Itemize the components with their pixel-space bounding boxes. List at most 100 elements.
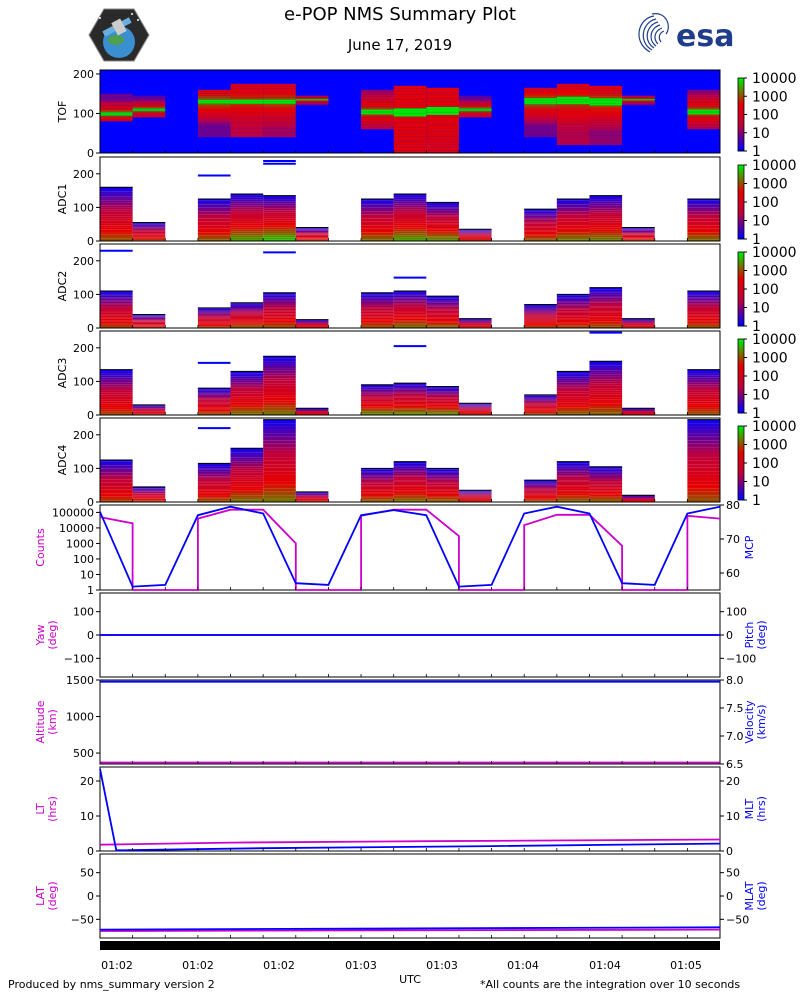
spectrogram-block <box>230 370 264 415</box>
spectrogram-block <box>426 295 459 328</box>
y-tick-label: 50 <box>80 867 94 880</box>
y2-tick-label: 10 <box>726 810 740 823</box>
y-tick-label: 200 <box>73 168 94 181</box>
colorbar-tick-label: 10 <box>752 301 770 317</box>
colorbar-tick-label: 10000 <box>752 245 797 261</box>
spectrogram-block <box>458 489 492 503</box>
spectrogram-block <box>295 407 329 416</box>
colorbar-tick-label: 10000 <box>752 158 797 174</box>
panel-frame <box>99 243 721 329</box>
panel-frame <box>99 156 721 242</box>
y2-tick-label: 60 <box>726 567 740 580</box>
x-tick-label: 01:02 <box>263 959 295 972</box>
spectrogram-block <box>100 459 133 502</box>
spectrogram-block <box>361 467 394 502</box>
colorbar-tick-label: 10 <box>752 388 770 404</box>
colorbar-tick-label: 1 <box>752 406 761 422</box>
spectrogram-block <box>197 307 231 328</box>
y2-tick-label: 7.5 <box>726 702 744 715</box>
spectrogram-block <box>393 85 427 153</box>
spectrogram-block <box>132 95 166 118</box>
panel-frame <box>99 330 721 416</box>
spectrogram-block <box>393 193 427 241</box>
colorbar-tick-label: 1000 <box>752 89 788 105</box>
y-tick-label: 200 <box>73 255 94 268</box>
y-axis-label: ADC4 <box>56 445 69 476</box>
colorbar-tick-label: 1 <box>752 144 761 160</box>
spectrogram-block <box>458 318 492 329</box>
spectrogram-block <box>426 467 459 502</box>
x-tick-label: 01:04 <box>507 959 539 972</box>
y-axis-label: ADC1 <box>56 184 69 215</box>
series-lat-line <box>99 928 721 932</box>
spectrogram-block <box>687 198 720 241</box>
y2-axis-unit: (deg) <box>755 881 768 910</box>
x-tick-label: 01:04 <box>589 959 621 972</box>
spectrogram-block <box>589 195 623 241</box>
y-tick-label: 100 <box>73 107 94 120</box>
y-tick-label: 100 <box>73 553 94 566</box>
colorbar-tick-label: 10 <box>752 214 770 230</box>
y2-tick-label: 20 <box>726 775 740 788</box>
y-tick-label: 0 <box>87 235 94 248</box>
y-tick-label: 200 <box>73 342 94 355</box>
panel-frame <box>99 679 721 765</box>
spectrogram-block <box>132 222 166 241</box>
y-tick-label: 0 <box>87 890 94 903</box>
y-tick-label: 20 <box>80 775 94 788</box>
x-tick-label: 01:03 <box>426 959 458 972</box>
y2-axis-label: MCP <box>743 535 756 559</box>
spectrogram-block <box>295 319 329 329</box>
y-tick-label: 100 <box>73 462 94 475</box>
y2-tick-label: 70 <box>726 533 740 546</box>
y-tick-label: 100000 <box>52 506 94 519</box>
panel-frame <box>99 417 721 503</box>
colorbar-tick-label: 1000 <box>752 351 788 367</box>
y2-tick-label: 0 <box>726 629 733 642</box>
colorbar <box>738 252 744 327</box>
y-axis-unit: (deg) <box>46 620 59 649</box>
y2-tick-label: 8.0 <box>726 674 744 687</box>
time-axis-bar <box>100 941 720 950</box>
spectrogram-block <box>197 427 231 502</box>
spectrogram-block <box>263 83 296 138</box>
colorbar-tick-label: 100 <box>752 369 779 385</box>
y-axis-label: Yaw <box>34 625 47 647</box>
y2-tick-label: 6.5 <box>726 758 744 771</box>
spectrogram-block <box>426 385 459 415</box>
colorbar-tick-label: 100 <box>752 195 779 211</box>
spectrogram-block <box>132 404 166 416</box>
page-title: e-POP NMS Summary Plot <box>284 4 516 25</box>
y-tick-label: 0 <box>87 845 94 858</box>
y2-axis-unit: (km/s) <box>755 704 768 739</box>
spectrogram-block <box>393 345 427 415</box>
spectrogram-block <box>393 461 427 502</box>
y-axis-unit: (hrs) <box>46 796 59 822</box>
y2-axis-unit: (hrs) <box>755 796 768 822</box>
colorbar-tick-label: 1 <box>752 493 761 509</box>
y-axis-unit: (km) <box>46 709 59 735</box>
spectrogram-block <box>589 466 623 502</box>
y-tick-label: 10 <box>80 810 94 823</box>
y-axis-label: ADC2 <box>56 271 69 302</box>
esa-logo: esa <box>632 12 752 60</box>
spectrogram-block <box>458 95 492 118</box>
x-tick-label: 01:03 <box>345 959 377 972</box>
spectrogram-block <box>361 384 394 415</box>
y-tick-label: 0 <box>87 496 94 509</box>
spectrogram-block <box>589 331 623 415</box>
spectrogram-block <box>100 186 133 241</box>
y2-tick-label: 80 <box>726 499 740 512</box>
spectrogram-block <box>197 361 231 415</box>
y-tick-label: 500 <box>73 747 94 760</box>
spectrogram-block <box>230 193 264 241</box>
spectrogram-block <box>426 87 459 153</box>
y-tick-label: 1000 <box>66 711 94 724</box>
spectrogram-block <box>100 93 133 122</box>
series-counts-line <box>99 508 721 591</box>
footer-version: Produced by nms_summary version 2 <box>8 978 215 991</box>
spectrogram-block <box>556 198 590 241</box>
spectrogram-block <box>132 486 166 502</box>
colorbar-tick-label: 10000 <box>752 419 797 435</box>
y-axis-label: ADC3 <box>56 358 69 389</box>
